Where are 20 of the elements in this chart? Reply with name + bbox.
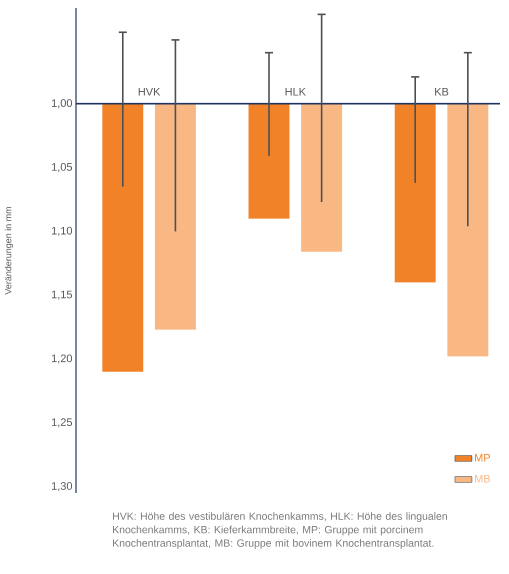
y-tick-label: 1,10 [52,226,72,236]
bar [301,104,342,252]
y-tick-label: 1,00 [52,99,72,108]
x-tick-label: KB [435,88,448,96]
y-tick-label: 1,30 [52,482,72,492]
y-axis-title: Veränderungen in mm [4,207,14,295]
y-tick-label: 1,25 [52,418,72,428]
bar [447,104,488,356]
bar [394,104,436,282]
bar [248,104,290,219]
y-tick-label: 1,15 [52,290,72,300]
x-tick-label: HVK [138,88,160,96]
x-tick-label: HLK [286,88,306,96]
bar [102,104,144,372]
legend-label: MB [475,474,490,482]
legend-label: MP [475,454,490,462]
y-tick-label: 1,20 [52,354,72,364]
text: HVK: Höhe des vestibulären Knochenkamms, HLK: Höhe des lingualen Knochenkamms, KB: Kieferkammbreite, MP: Gruppe mit porcinem Knochentransplantat, MB: Gruppe mit bovinem Knochentransplantat. [113,512,447,549]
y-tick-label: 1,05 [52,163,72,172]
bar [154,104,196,330]
